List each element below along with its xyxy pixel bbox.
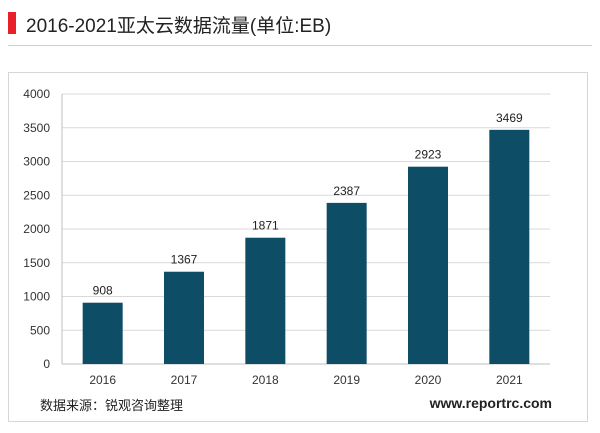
data-label: 3469 bbox=[496, 111, 523, 125]
website-url: www.reportrc.com bbox=[429, 395, 552, 411]
x-tick-label: 2021 bbox=[496, 373, 523, 387]
data-label: 1367 bbox=[171, 253, 198, 267]
y-tick-label: 1000 bbox=[23, 290, 50, 304]
title-bar: 2016-2021亚太云数据流量(单位:EB) bbox=[0, 0, 600, 44]
x-tick-label: 2018 bbox=[252, 373, 279, 387]
data-source-note: 数据来源：锐观咨询整理 bbox=[40, 398, 184, 413]
y-tick-label: 0 bbox=[43, 357, 50, 371]
bar bbox=[82, 302, 123, 364]
title-divider bbox=[8, 45, 592, 46]
y-tick-label: 500 bbox=[30, 323, 50, 337]
bar bbox=[489, 129, 530, 364]
y-tick-label: 3500 bbox=[23, 121, 50, 135]
title-accent-bar bbox=[8, 12, 16, 34]
y-tick-label: 2500 bbox=[23, 188, 50, 202]
data-label: 2387 bbox=[333, 184, 360, 198]
chart-frame bbox=[8, 72, 588, 422]
data-label: 908 bbox=[93, 284, 113, 298]
data-label: 1871 bbox=[252, 219, 279, 233]
x-tick-label: 2016 bbox=[89, 373, 116, 387]
bar bbox=[408, 166, 448, 364]
data-label: 2923 bbox=[415, 148, 442, 162]
bar bbox=[164, 271, 204, 364]
bar bbox=[326, 202, 367, 364]
x-tick-label: 2020 bbox=[415, 373, 442, 387]
y-tick-label: 4000 bbox=[23, 87, 50, 101]
y-tick-label: 2000 bbox=[23, 222, 50, 236]
x-tick-label: 2019 bbox=[333, 373, 360, 387]
y-tick-label: 3000 bbox=[23, 155, 50, 169]
y-tick-label: 1500 bbox=[23, 256, 50, 270]
page-title: 2016-2021亚太云数据流量(单位:EB) bbox=[26, 16, 332, 37]
bar bbox=[245, 237, 286, 364]
x-tick-label: 2017 bbox=[171, 373, 198, 387]
